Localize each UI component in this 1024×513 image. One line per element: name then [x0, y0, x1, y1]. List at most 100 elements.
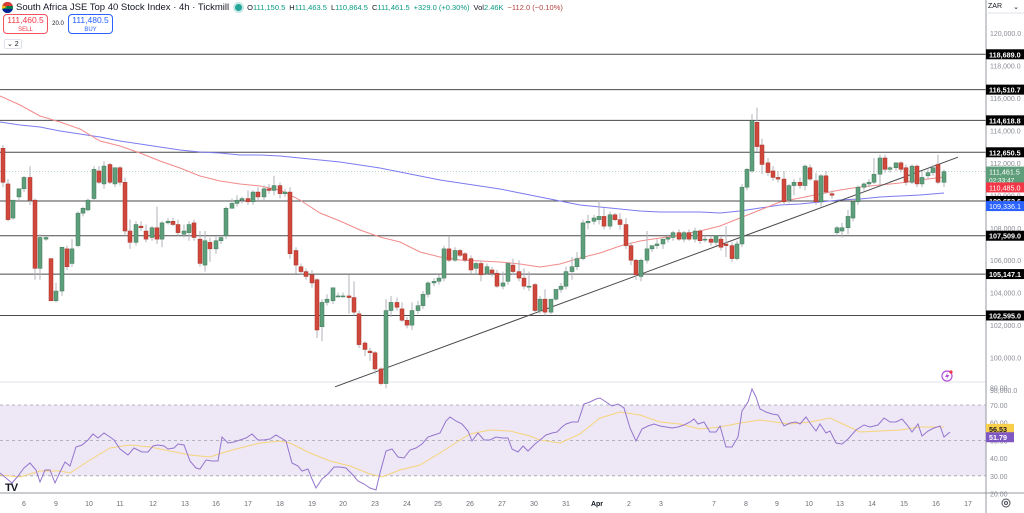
time-tick[interactable]: 9 — [54, 501, 58, 508]
trendline[interactable] — [334, 156, 959, 388]
horizontal-levels[interactable] — [0, 53, 986, 316]
ascending-trendline[interactable] — [334, 156, 959, 388]
rsi-ma-value-label[interactable] — [986, 423, 1014, 434]
time-tick[interactable]: 12 — [149, 501, 157, 508]
symbol-title[interactable]: South Africa JSE Top 40 Stock Index · 4h… — [16, 1, 230, 13]
price-tick[interactable]: 120,000.0 — [990, 31, 1021, 38]
price-tick[interactable]: 104,000.0 — [990, 291, 1021, 298]
buy-price: 111,480.5 — [72, 15, 109, 25]
level-price-label[interactable] — [986, 195, 1024, 206]
rsi-tick[interactable]: 70.00 — [990, 403, 1008, 410]
rsi-lines — [0, 387, 951, 491]
rsi-value-label[interactable] — [986, 432, 1014, 443]
time-tick[interactable]: 6 — [22, 501, 26, 508]
alert-icon[interactable] — [941, 370, 953, 382]
rsi-tick[interactable]: 80.00 — [990, 385, 1008, 392]
rsi-tick[interactable]: 30.00 — [990, 474, 1008, 481]
price-tick[interactable]: 98,000.0 — [990, 388, 1017, 395]
level-price-label[interactable] — [986, 49, 1024, 60]
candle — [239, 196, 245, 204]
price-tick[interactable]: 112,000.0 — [990, 161, 1021, 168]
level-price-label[interactable] — [986, 115, 1024, 126]
candle — [287, 187, 293, 259]
time-tick[interactable]: 10 — [805, 501, 813, 508]
time-tick[interactable]: 16 — [212, 501, 220, 508]
candle — [415, 300, 421, 314]
time-tick[interactable]: 27 — [498, 501, 506, 508]
time-tick[interactable]: 3 — [659, 501, 663, 508]
tradingview-logo-icon[interactable]: TV — [5, 482, 18, 494]
time-tick[interactable]: 19 — [308, 501, 316, 508]
price-label[interactable] — [986, 166, 1024, 185]
candle — [708, 235, 714, 246]
level-price-label[interactable] — [986, 310, 1024, 321]
time-tick[interactable]: 23 — [371, 501, 379, 508]
time-tick[interactable]: 7 — [712, 501, 716, 508]
time-tick[interactable]: 18 — [276, 501, 284, 508]
level-price-label[interactable] — [986, 84, 1024, 95]
time-tick[interactable]: 17 — [244, 501, 252, 508]
time-tick[interactable]: 9 — [775, 501, 779, 508]
candle-body — [548, 298, 554, 313]
settings-gear-icon[interactable] — [1001, 498, 1011, 508]
price-tick[interactable]: 116,000.0 — [990, 96, 1021, 103]
candle — [744, 167, 750, 191]
candle-body — [80, 208, 86, 214]
level-price-label[interactable] — [986, 230, 1024, 241]
time-tick[interactable]: 11 — [116, 501, 123, 508]
price-tick[interactable]: 102,000.0 — [990, 323, 1021, 330]
candle-body — [941, 171, 947, 183]
time-tick[interactable]: 15 — [900, 501, 908, 508]
candle — [775, 170, 781, 183]
candle-body — [855, 186, 861, 203]
level-price-label[interactable] — [986, 147, 1024, 158]
buy-button[interactable]: 111,480.5 BUY — [68, 14, 113, 34]
currency-selector[interactable]: ZAR ⌄ — [988, 3, 1022, 11]
candle-body — [713, 235, 719, 243]
candle-body — [367, 350, 373, 353]
candle — [383, 299, 389, 389]
time-tick[interactable]: 24 — [403, 501, 411, 508]
candle — [53, 282, 59, 303]
candle-body — [563, 271, 569, 287]
candle-body — [229, 203, 235, 209]
price-tick[interactable]: 106,000.0 — [990, 258, 1021, 265]
time-axis-labels[interactable]: 6 9 10 11 12 13 16 17 18 19 20 23 24 25 26 27 30 31 Apr 2 3 7… — [22, 498, 1011, 508]
candle — [739, 183, 745, 248]
sell-button[interactable]: 111,460.5 SELL — [3, 14, 48, 34]
candle — [607, 211, 613, 230]
price-label[interactable] — [986, 182, 1024, 193]
time-tick[interactable]: 8 — [744, 501, 748, 508]
candle-body — [925, 172, 931, 177]
time-tick[interactable]: 2 — [627, 501, 631, 508]
time-tick[interactable]: 25 — [434, 501, 442, 508]
price-label-text: 110,485.0 — [989, 183, 1020, 192]
price-tick[interactable]: 118,000.0 — [990, 63, 1021, 70]
time-tick[interactable]: 26 — [466, 501, 474, 508]
collapse-indicators-button[interactable]: ⌄ 2 — [4, 39, 22, 49]
rsi-tick[interactable]: 40.00 — [990, 456, 1008, 463]
price-tick[interactable]: 114,000.0 — [990, 128, 1021, 135]
time-tick[interactable]: Apr — [591, 501, 603, 508]
time-tick[interactable]: 31 — [562, 501, 570, 508]
time-tick[interactable]: 30 — [530, 501, 538, 508]
time-tick[interactable]: 13 — [181, 501, 189, 508]
candle — [170, 218, 176, 227]
time-tick[interactable]: 10 — [85, 501, 93, 508]
price-tick[interactable]: 100,000.0 — [990, 356, 1021, 363]
time-tick[interactable]: 14 — [868, 501, 876, 508]
level-price-label[interactable] — [986, 269, 1024, 280]
candle-body — [181, 230, 187, 235]
rsi-tick[interactable]: 20.00 — [990, 492, 1008, 499]
time-tick[interactable]: 17 — [964, 501, 972, 508]
price-label[interactable] — [986, 201, 1024, 212]
time-tick[interactable]: 13 — [836, 501, 844, 508]
time-tick[interactable]: 20 — [339, 501, 347, 508]
price-axis-labels[interactable]: 120,000.0 118,000.0 116,000.0 114,000.0 112,… — [986, 31, 1024, 499]
price-tick[interactable]: 108,000.0 — [990, 226, 1021, 233]
candle — [623, 218, 629, 249]
secondary-change: −112.0 (−0.10%) — [507, 2, 563, 12]
time-tick[interactable]: 16 — [932, 501, 940, 508]
